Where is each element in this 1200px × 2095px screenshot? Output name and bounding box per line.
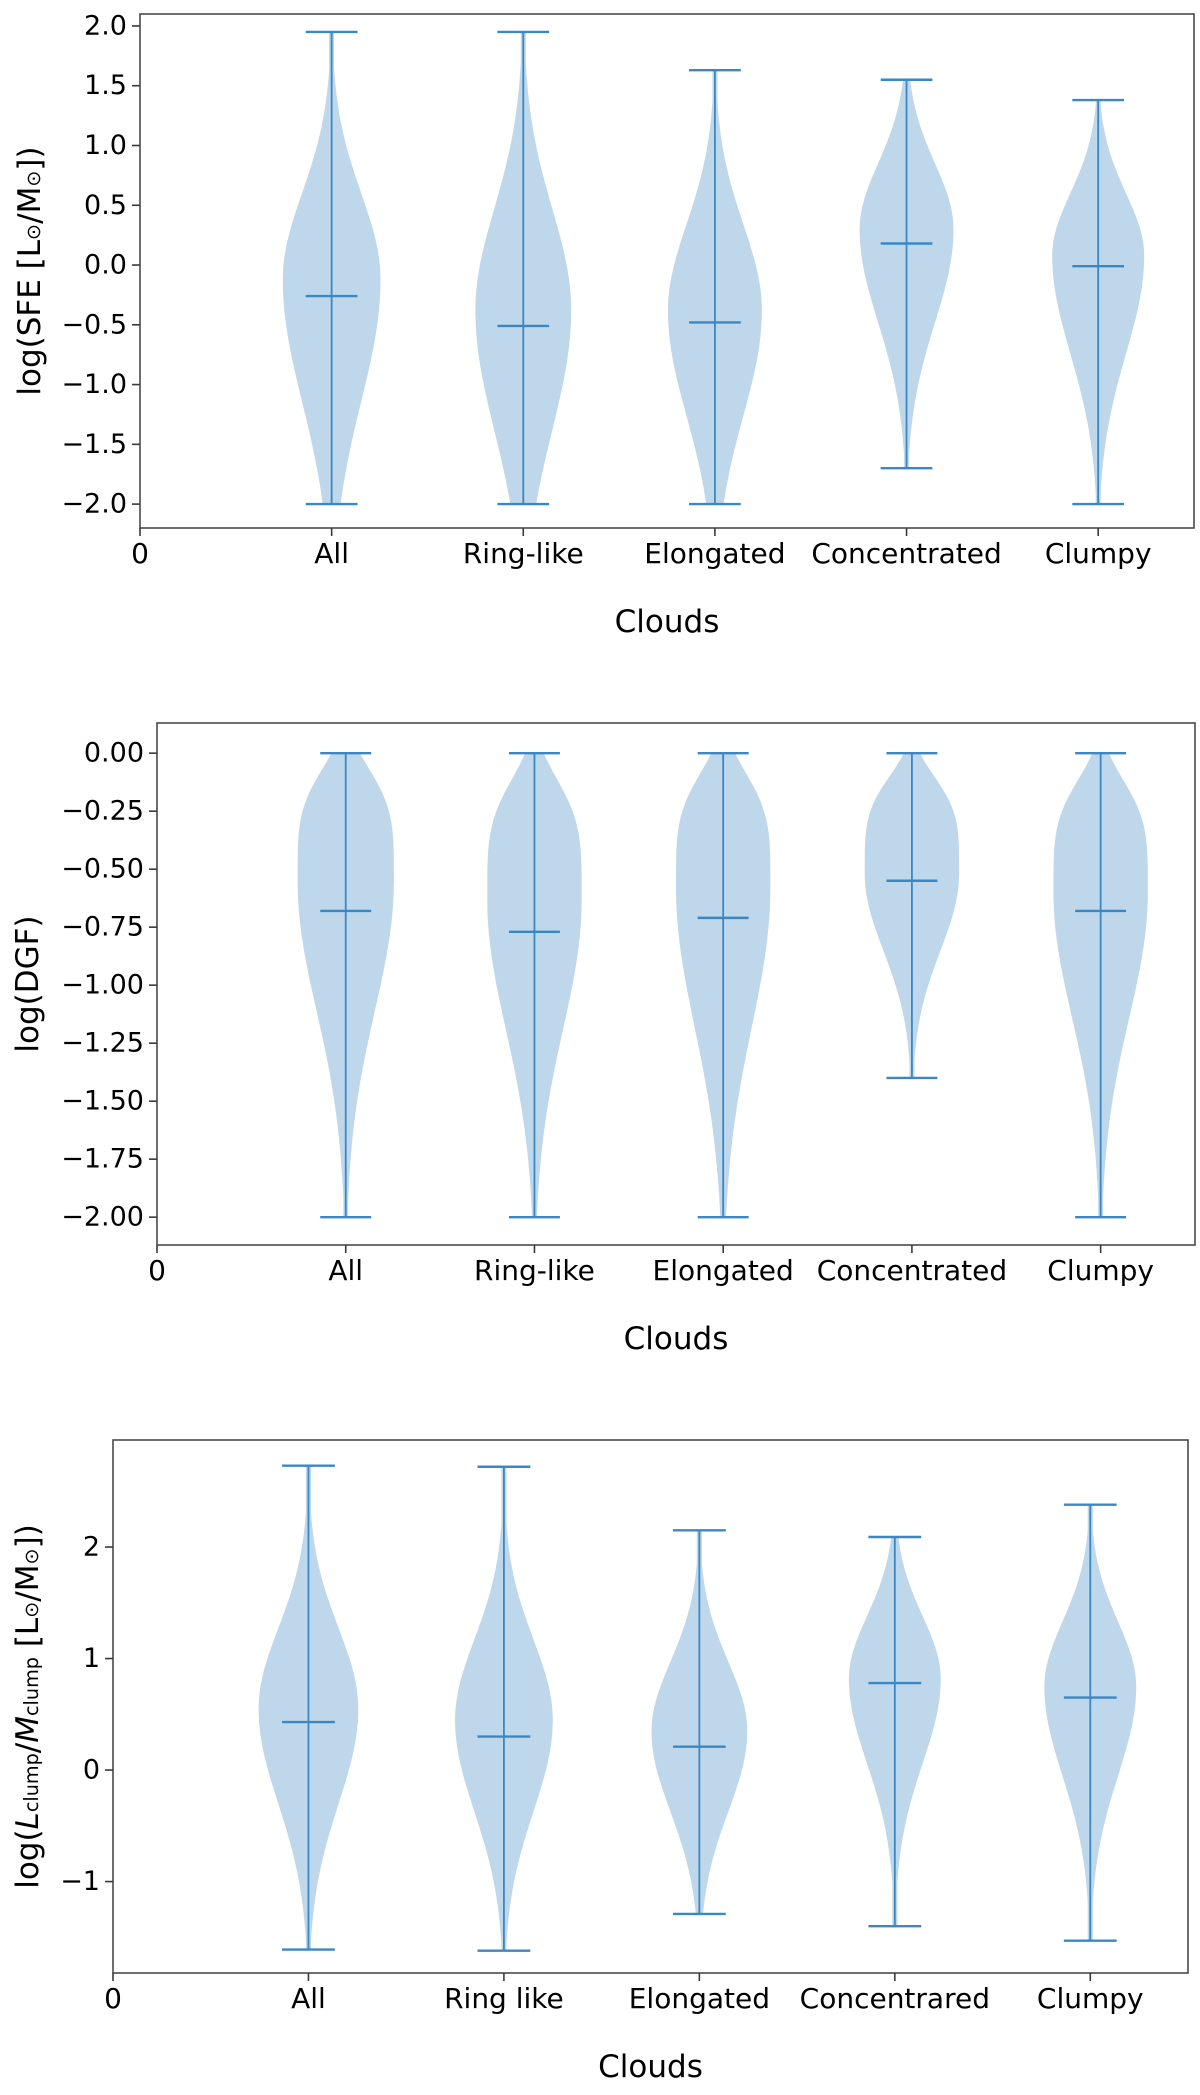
y-tick-label: −0.5 bbox=[61, 309, 127, 340]
panel-log-sfe: 2.0 1.5 1.0 0.5 0.0 −0.5 −1.0 −1.5 −2.00 All Ring-… bbox=[12, 10, 1195, 640]
y-tick-label: −1.75 bbox=[61, 1144, 144, 1175]
panel-log-dgf: 0.00 −0.25 −0.50 −0.75 −1.00 −1.25 −1.50 −1.75 −… bbox=[10, 722, 1196, 1357]
x-tick-label: Concentrared bbox=[800, 1982, 990, 2015]
x-tick-label: All bbox=[328, 1254, 363, 1287]
y-tick-label: −2.0 bbox=[61, 489, 127, 520]
x-tick-label: Clumpy bbox=[1047, 1254, 1154, 1287]
x-tick-label: Elongated bbox=[629, 1982, 770, 2015]
x-tick-label: Concentrated bbox=[817, 1254, 1007, 1287]
y-tick-label: 1 bbox=[83, 1643, 100, 1674]
x-tick-label: 0 bbox=[131, 537, 149, 570]
y-tick-label: 1.0 bbox=[84, 130, 127, 161]
y-tick-label: −1.25 bbox=[61, 1028, 144, 1059]
x-tick-label: All bbox=[291, 1982, 326, 2015]
y-tick-label: −0.50 bbox=[61, 854, 144, 885]
x-axis-label: Clouds bbox=[615, 604, 720, 640]
x-tick-label: Clumpy bbox=[1045, 537, 1152, 570]
x-tick-label: 0 bbox=[148, 1254, 166, 1287]
y-tick-label: −0.25 bbox=[61, 796, 144, 827]
y-tick-label: −1.00 bbox=[61, 970, 144, 1001]
y-tick-label: −1 bbox=[60, 1866, 100, 1897]
x-tick-label: All bbox=[314, 537, 349, 570]
x-tick-label: Elongated bbox=[653, 1254, 794, 1287]
y-tick-label: 2.0 bbox=[84, 10, 127, 41]
axes-frame bbox=[112, 1439, 1189, 1974]
y-tick-label: 0.0 bbox=[84, 250, 127, 281]
y-axis-label: log(DGF) bbox=[10, 915, 46, 1052]
x-tick-label: Ring-like bbox=[463, 537, 584, 570]
x-tick-label: Elongated bbox=[644, 537, 785, 570]
x-tick-label: Clumpy bbox=[1037, 1982, 1144, 2015]
y-axis-label: log(SFE [L⊙/M⊙]) bbox=[12, 146, 48, 395]
x-tick-label: Concentrated bbox=[811, 537, 1001, 570]
axes-frame bbox=[156, 722, 1196, 1246]
y-tick-label: −1.50 bbox=[61, 1086, 144, 1117]
y-tick-label: −1.5 bbox=[61, 429, 127, 460]
panel-log-lclump-mclump: 2 1 0 −1 0 All Ring like Elongated Concentrared C… bbox=[10, 1439, 1189, 2085]
y-tick-label: 0.5 bbox=[84, 190, 127, 221]
x-tick-label: Ring like bbox=[444, 1982, 564, 2015]
x-axis-label: Clouds bbox=[598, 2049, 703, 2085]
x-tick-label: 0 bbox=[104, 1982, 122, 2015]
y-tick-label: −0.75 bbox=[61, 912, 144, 943]
y-tick-label: −1.0 bbox=[61, 369, 127, 400]
y-axis-label: log(Lclump/Mclump [L⊙/M⊙]) bbox=[10, 1524, 46, 1889]
y-tick-label: 1.5 bbox=[84, 70, 127, 101]
x-tick-label: Ring-like bbox=[474, 1254, 595, 1287]
y-tick-label: 0.00 bbox=[84, 738, 144, 769]
y-tick-label: −2.00 bbox=[61, 1202, 144, 1233]
y-tick-label: 0 bbox=[83, 1755, 100, 1786]
axes-frame bbox=[139, 13, 1195, 529]
y-tick-label: 2 bbox=[83, 1532, 100, 1563]
x-axis-label: Clouds bbox=[624, 1321, 729, 1357]
